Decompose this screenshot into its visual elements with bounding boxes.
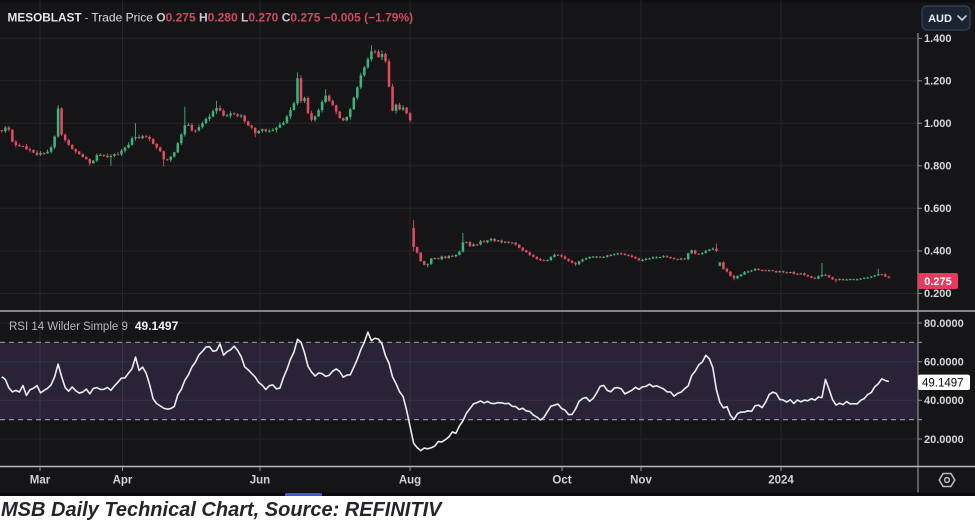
svg-text:40.0000: 40.0000 bbox=[924, 395, 964, 407]
svg-text:49.1497: 49.1497 bbox=[922, 378, 964, 390]
svg-text:20.0000: 20.0000 bbox=[924, 434, 964, 446]
svg-text:RSI 14 Wilder Simple 949.1497: RSI 14 Wilder Simple 9 49.1497 bbox=[9, 319, 179, 333]
svg-text:Apr: Apr bbox=[113, 475, 133, 487]
svg-text:MESOBLAST - Trade Price O0.27: MESOBLAST - Trade Price O0.275 H0.280 L0… bbox=[8, 11, 414, 25]
svg-text:Nov: Nov bbox=[630, 475, 652, 487]
svg-text:Oct: Oct bbox=[552, 475, 571, 487]
svg-text:80.0000: 80.0000 bbox=[924, 318, 964, 330]
svg-text:0.275: 0.275 bbox=[924, 276, 952, 288]
svg-text:0.800: 0.800 bbox=[924, 161, 952, 173]
svg-text:Jun: Jun bbox=[250, 475, 270, 487]
svg-text:Aug: Aug bbox=[399, 475, 421, 487]
svg-text:1.200: 1.200 bbox=[924, 76, 952, 88]
svg-text:AUD: AUD bbox=[928, 13, 952, 25]
svg-text:60.0000: 60.0000 bbox=[924, 357, 964, 369]
svg-text:0.600: 0.600 bbox=[924, 203, 952, 215]
svg-text:1.400: 1.400 bbox=[924, 33, 952, 45]
svg-text:0.400: 0.400 bbox=[924, 246, 952, 258]
svg-text:0.200: 0.200 bbox=[924, 288, 952, 300]
svg-text:Mar: Mar bbox=[30, 475, 51, 487]
svg-text:1.000: 1.000 bbox=[924, 118, 952, 130]
svg-text:2024: 2024 bbox=[768, 475, 794, 487]
